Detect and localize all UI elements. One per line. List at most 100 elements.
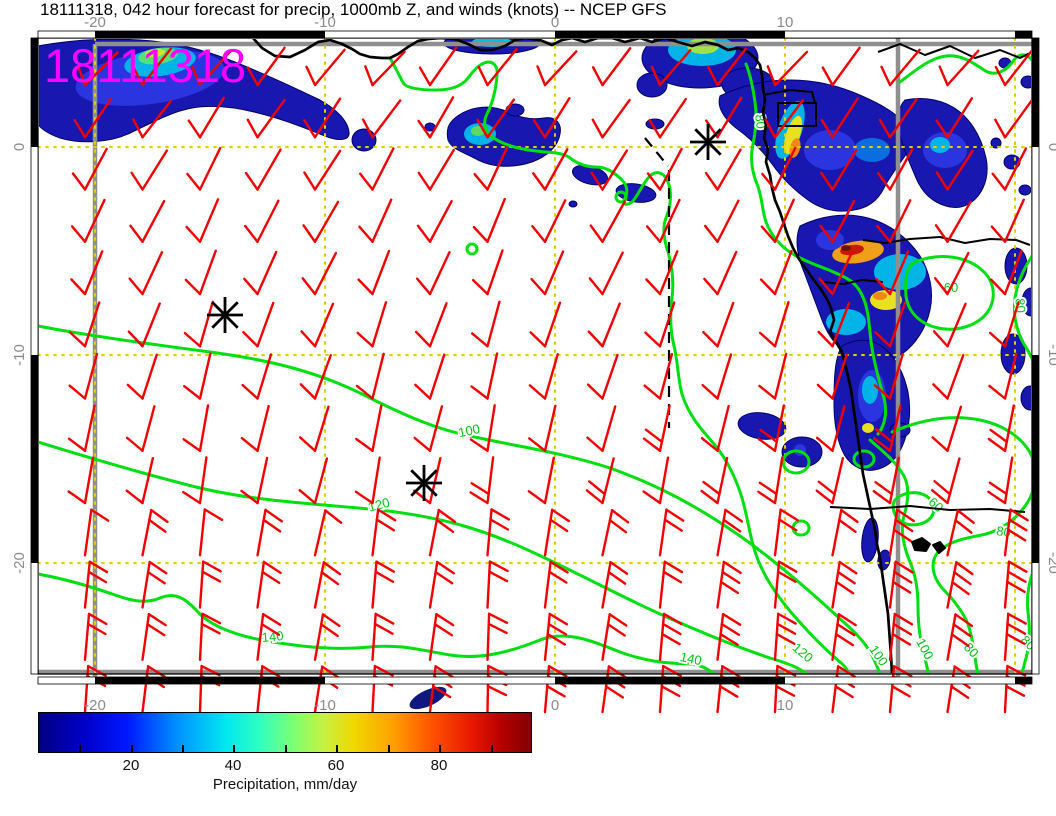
contour-ring (852, 449, 876, 469)
border-lake (911, 537, 931, 552)
wind-barb (469, 404, 496, 452)
colorbar-minor-tick (491, 745, 493, 752)
wind-barb (486, 560, 509, 609)
wind-barb (820, 148, 858, 191)
wind-barb (831, 560, 858, 609)
wind-barb (761, 146, 797, 191)
wind-barb (76, 51, 119, 87)
wind-barb (989, 249, 1023, 296)
wind-barb (644, 301, 676, 348)
svg-text:10: 10 (777, 697, 794, 714)
wind-barb (946, 561, 974, 609)
wind-barb (473, 146, 509, 191)
wind-barb (532, 148, 569, 191)
contour-60-loop (904, 255, 995, 331)
svg-text:0: 0 (551, 14, 559, 31)
wind-barb (873, 353, 904, 400)
wind-barb (477, 48, 518, 87)
wind-barb (658, 612, 683, 661)
wind-barb (766, 50, 809, 87)
wind-barb (417, 148, 455, 191)
wind-barb (716, 508, 744, 557)
svg-text:0: 0 (11, 143, 28, 151)
wind-barb (126, 353, 158, 400)
page-title: 18111318, 042 hour forecast for precip, … (40, 0, 667, 19)
wind-barb (83, 560, 109, 609)
wind-barb (358, 147, 395, 191)
wind-barb (413, 405, 444, 452)
wind-barb (141, 612, 167, 661)
contour-60-loop-small (891, 491, 936, 527)
wind-barb (125, 405, 156, 452)
wind-barb (428, 560, 455, 609)
precip-blob (636, 72, 668, 98)
wind-barb (256, 612, 282, 661)
wind-barb (472, 197, 506, 243)
contour-topright (898, 53, 1031, 84)
precip-blob (1020, 385, 1031, 411)
contour-ring (781, 449, 811, 475)
wind-barb (187, 96, 225, 139)
wind-barb (355, 404, 383, 452)
wind-barb (1003, 612, 1027, 661)
wind-barbs (67, 46, 1031, 714)
wind-barb (198, 612, 222, 661)
wind-barb (991, 147, 1028, 191)
wind-barb (476, 98, 516, 139)
contour-ring (614, 190, 628, 204)
init-time-stamp: 18111318 (44, 39, 247, 92)
wind-barb (758, 301, 790, 348)
wind-barb (931, 405, 963, 452)
wind-barb (471, 249, 504, 296)
wind-barb (591, 98, 631, 139)
wind-barb (934, 200, 972, 243)
wind-barb (764, 99, 804, 139)
country-borders (762, 43, 1031, 554)
wind-barb (300, 302, 335, 348)
wind-barb (704, 148, 742, 191)
wind-barb (186, 146, 222, 191)
contour-80-right (1012, 255, 1031, 360)
wind-barb (994, 49, 1031, 87)
svg-text:-20: -20 (1045, 552, 1056, 574)
wind-barb (1003, 560, 1028, 609)
wind-barb (470, 352, 499, 400)
colorbar-tick-label: 60 (327, 757, 345, 774)
colorbar-minor-tick (388, 745, 390, 752)
wind-barb (591, 47, 632, 87)
wind-barb (198, 508, 224, 557)
wind-barb (876, 199, 912, 243)
svg-text:100: 100 (457, 421, 481, 440)
wind-barb (935, 149, 974, 191)
wind-barb (356, 301, 388, 348)
wind-barb (185, 198, 220, 243)
contour-ring (791, 519, 811, 537)
svg-text:100: 100 (913, 636, 936, 662)
wind-barb (132, 99, 173, 139)
wind-barb (946, 509, 975, 557)
wind-barb (815, 405, 846, 452)
wind-barb (371, 508, 397, 557)
wind-barb (988, 301, 1020, 348)
wind-barb (414, 353, 446, 400)
wind-barb (988, 352, 1018, 400)
wind-barb (987, 456, 1014, 505)
wind-barb (73, 97, 112, 139)
wind-barb (601, 613, 628, 661)
precip-blob-below-frame (409, 686, 447, 710)
wind-barb (642, 404, 671, 452)
wind-barb (648, 97, 687, 139)
colorbar-tick-label: 80 (430, 757, 448, 774)
wind-barb (773, 560, 798, 609)
wind-barb (528, 353, 559, 400)
wind-barb (650, 49, 692, 87)
wind-barb (930, 457, 961, 505)
wind-barb (658, 508, 685, 557)
wind-barb (880, 48, 921, 87)
contour-140 (39, 572, 715, 673)
wind-barb (759, 249, 793, 296)
wind-barb (820, 97, 859, 139)
wind-barb (645, 198, 681, 243)
